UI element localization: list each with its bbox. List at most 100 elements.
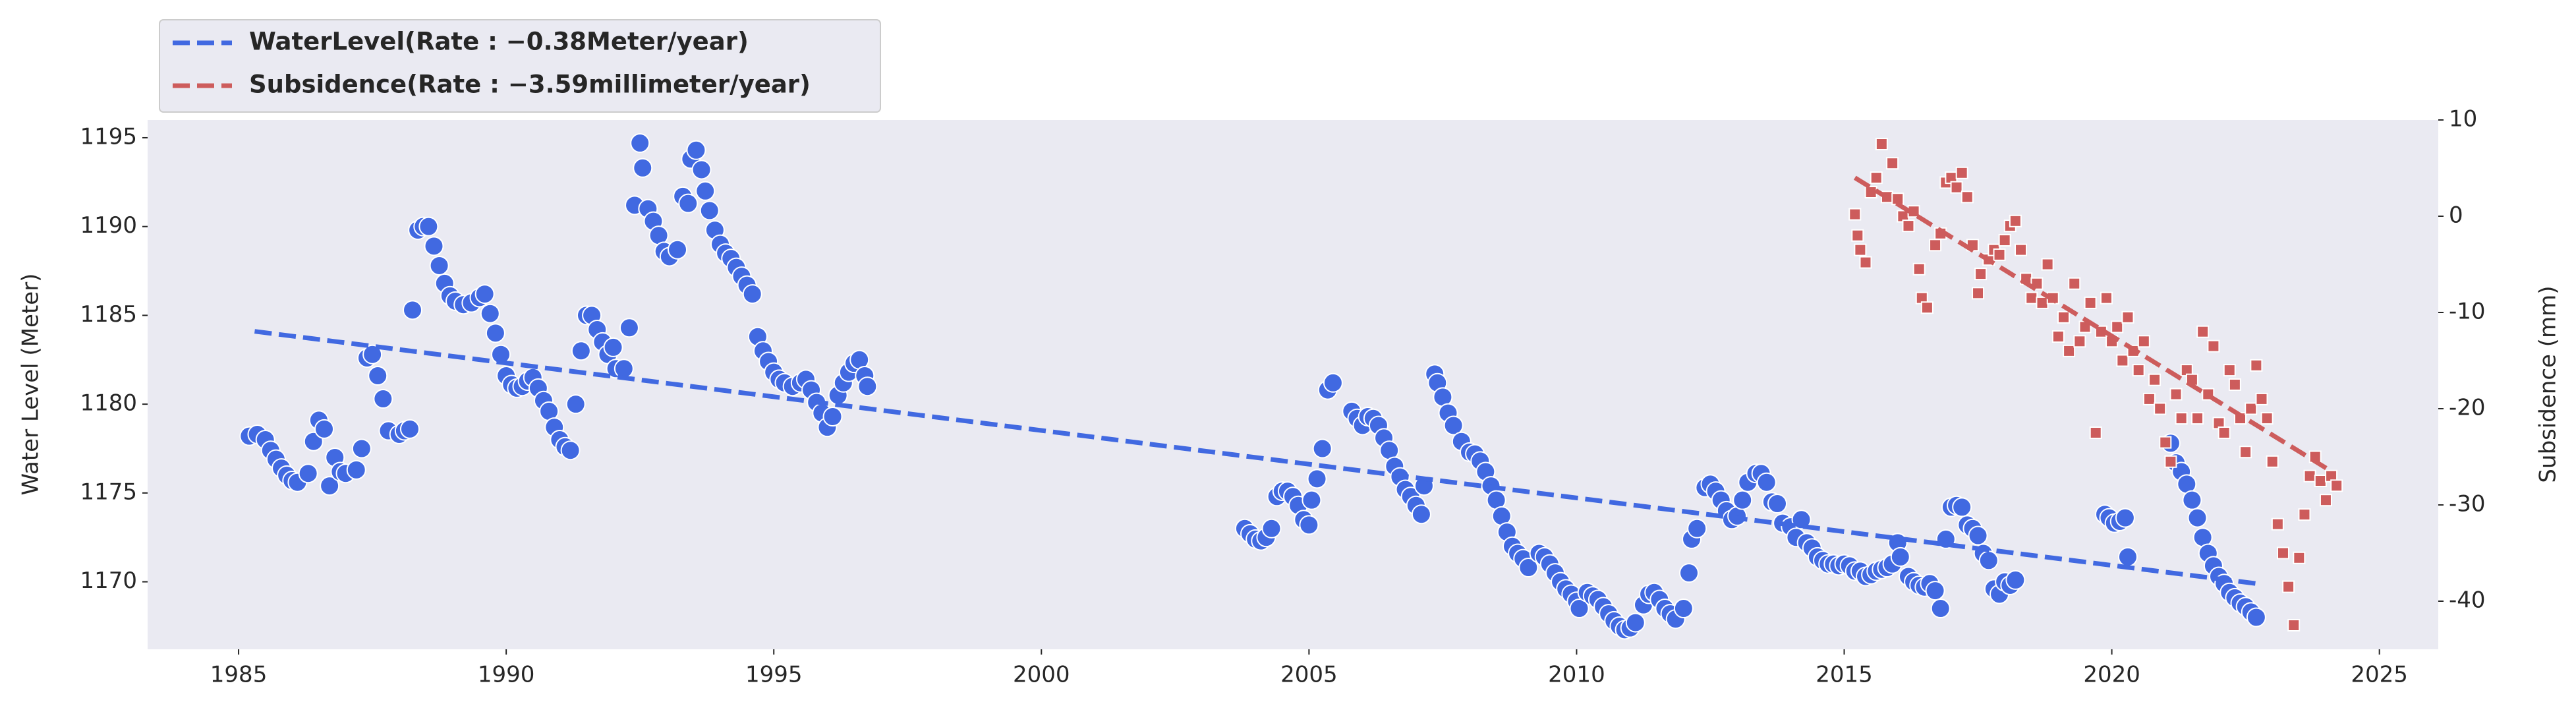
water-level-marker <box>399 419 420 439</box>
subsidence-marker <box>2089 426 2102 439</box>
subsidence-marker <box>2154 402 2167 415</box>
water-level-marker <box>565 394 586 415</box>
subsidence-marker <box>2051 330 2065 343</box>
water-level-marker <box>1411 504 1431 525</box>
subsidence-marker <box>2250 359 2263 372</box>
subsidence-marker <box>2116 354 2129 367</box>
water-level-marker <box>742 284 762 305</box>
legend: WaterLevel(Rate : −0.38Meter/year) Subsid… <box>159 19 881 113</box>
subsidence-marker <box>2271 517 2284 531</box>
water-level-marker <box>1952 497 1972 517</box>
water-level-marker <box>603 337 623 357</box>
water-level-marker <box>474 284 495 305</box>
subsidence-marker <box>1870 171 1883 185</box>
subsidence-marker <box>2073 335 2086 348</box>
subsidence-marker <box>2068 277 2081 290</box>
x-tick-label: 1990 <box>478 662 535 688</box>
water-level-marker <box>1687 518 1707 539</box>
y-tick-label: 1175 <box>80 479 137 505</box>
subsidence-marker <box>2142 392 2156 405</box>
subsidence-marker <box>1961 191 1974 204</box>
water-level-marker <box>614 359 634 379</box>
subsidence-marker <box>1974 268 1988 281</box>
y-tick-label: 1170 <box>80 568 137 594</box>
water-level-marker <box>1307 469 1327 489</box>
subsidence-marker <box>1998 234 2011 247</box>
subsidence-marker <box>1955 166 1968 179</box>
water-level-marker <box>560 440 581 461</box>
water-level-marker <box>2246 607 2266 628</box>
water-level-marker <box>2117 546 2138 567</box>
subsidence-marker <box>1859 256 1872 269</box>
subsidence-marker <box>1886 157 1899 170</box>
subsidence-marker <box>1912 262 1926 276</box>
water-level-marker <box>686 140 706 160</box>
water-level-marker <box>633 158 653 178</box>
water-level-marker <box>2005 570 2026 590</box>
subsidence-marker <box>1854 243 1867 256</box>
water-level-marker <box>1890 546 1910 567</box>
y2-tick-label: -40 <box>2449 587 2486 614</box>
water-level-marker <box>1673 599 1694 619</box>
subsidence-marker <box>2298 508 2311 521</box>
subsidence-marker <box>2164 455 2177 468</box>
subsidence-marker <box>2132 364 2145 377</box>
water-level-marker <box>678 193 699 214</box>
water-level-marker <box>418 216 439 237</box>
water-level-marker <box>619 318 639 338</box>
subsidence-marker <box>2137 335 2150 348</box>
water-level-marker <box>571 341 591 361</box>
water-level-marker <box>1925 581 1945 601</box>
water-level-marker <box>1569 599 1589 619</box>
subsidence-marker <box>2314 475 2327 487</box>
subsidence-marker <box>2239 446 2252 459</box>
water-level-marker <box>1756 472 1777 492</box>
x-tick-label: 2020 <box>2083 662 2140 688</box>
x-tick-label: 2015 <box>1816 662 1873 688</box>
water-level-marker <box>668 239 688 260</box>
y2-axis-label: Subsidence (mm) <box>2535 285 2562 483</box>
water-level-marker <box>691 160 712 180</box>
water-level-marker <box>424 236 444 256</box>
subsidence-marker <box>2063 344 2076 357</box>
subsidence-marker <box>2111 320 2124 334</box>
water-level-marker <box>403 300 423 320</box>
subsidence-marker <box>2121 310 2134 324</box>
y-tick-label: 1195 <box>80 123 137 150</box>
water-level-marker <box>1299 515 1319 535</box>
subsidence-marker <box>2191 412 2204 425</box>
subsidence-marker <box>2036 296 2049 309</box>
water-level-marker <box>2187 508 2208 528</box>
subsidence-marker <box>1993 248 2006 261</box>
water-level-marker <box>429 255 449 276</box>
water-level-marker <box>1323 372 1343 393</box>
subsidence-marker <box>2223 364 2236 377</box>
water-level-marker <box>1968 525 1988 546</box>
subsidence-marker <box>2169 388 2183 401</box>
subsidence-marker <box>1851 229 1864 242</box>
water-level-marker <box>346 459 366 480</box>
subsidence-marker <box>2025 291 2038 305</box>
y2-tick-label: -30 <box>2449 491 2486 517</box>
water-level-marker <box>314 419 335 439</box>
water-level-marker <box>2182 490 2202 510</box>
water-level-marker <box>699 200 720 221</box>
subsidence-marker <box>2159 436 2172 449</box>
water-level-marker <box>480 303 500 324</box>
plot-background <box>148 120 2438 649</box>
subsidence-marker <box>1902 220 1915 233</box>
trend-line <box>1853 175 2333 473</box>
y-tick-label: 1180 <box>80 390 137 417</box>
subsidence-marker <box>2196 325 2210 338</box>
trend-line <box>254 329 2257 586</box>
subsidence-marker <box>1920 301 1933 314</box>
subsidence-marker <box>2228 378 2241 391</box>
water-level-marker <box>351 438 372 459</box>
subsidence-marker <box>1848 208 1862 221</box>
water-level-marker <box>1678 563 1699 583</box>
water-level-marker <box>630 133 650 154</box>
water-level-marker <box>1767 494 1787 514</box>
subsidence-marker <box>2245 402 2258 415</box>
water-level-marker <box>303 431 324 452</box>
